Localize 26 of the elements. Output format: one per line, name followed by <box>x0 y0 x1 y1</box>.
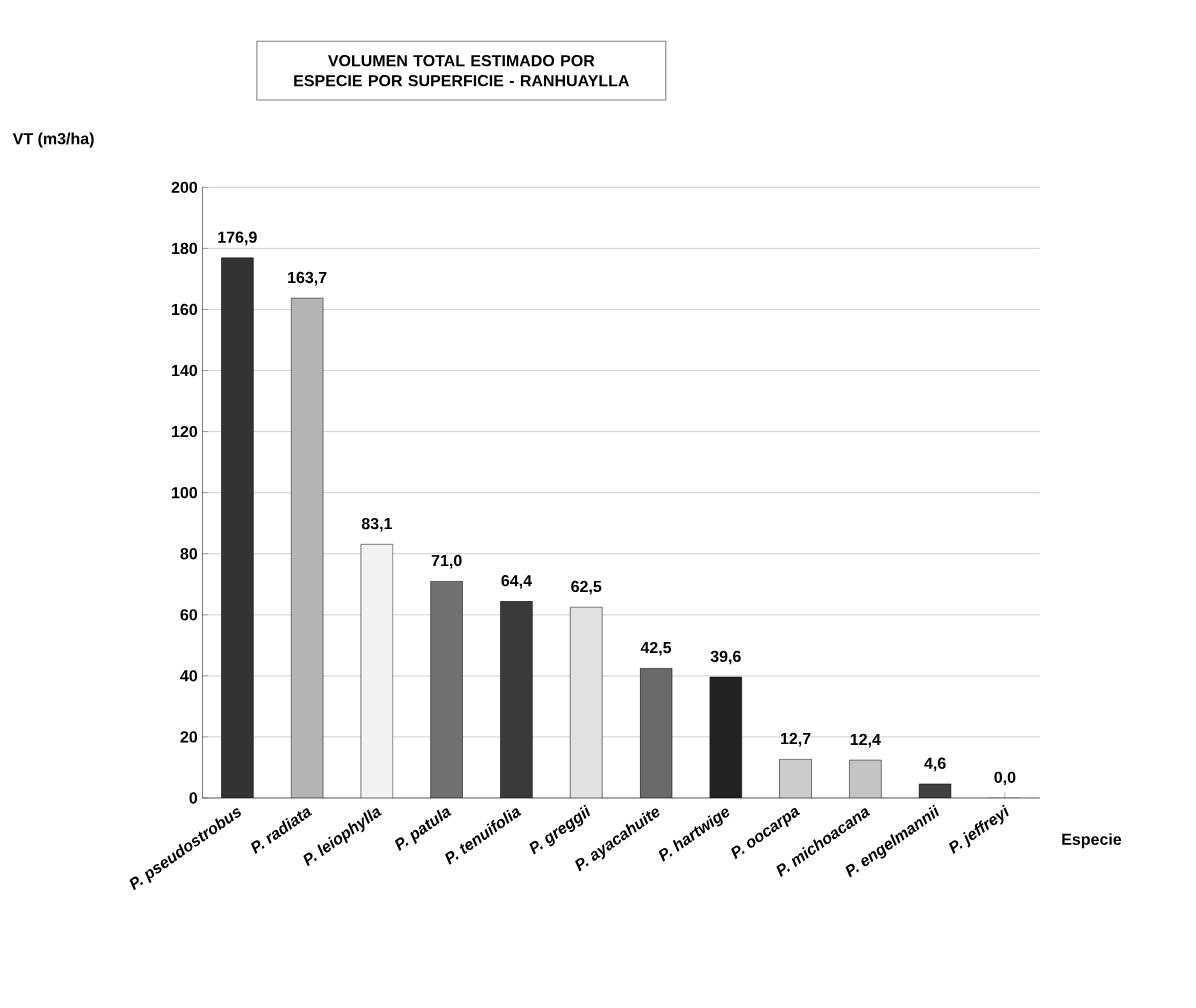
y-tick-label: 180 <box>172 242 198 255</box>
chart-title: VOLUMEN TOTAL ESTIMADO POR ESPECIE POR SUPERFICIE - RANHUAYLLA <box>294 55 630 87</box>
data-label: 71,0 <box>431 554 462 569</box>
data-label: 176,9 <box>218 231 257 246</box>
y-tick-label: 60 <box>180 609 198 621</box>
data-label: 12,7 <box>781 732 811 747</box>
y-axis-title: VT (m3/ha) <box>12 132 94 148</box>
data-label: 64,4 <box>501 575 532 589</box>
y-tick-label: 0 <box>189 792 198 804</box>
y-tick-label: 140 <box>172 364 198 377</box>
data-label: 12,4 <box>850 733 881 748</box>
data-label: 42,5 <box>640 641 672 656</box>
data-label: 0,0 <box>994 771 1016 786</box>
data-label: 83,1 <box>361 517 393 532</box>
data-label: 4,6 <box>924 757 946 772</box>
y-tick-label: 20 <box>180 731 198 743</box>
y-tick-label: 200 <box>171 181 198 193</box>
data-label: 62,5 <box>571 580 602 595</box>
y-tick-label: 100 <box>172 487 198 499</box>
y-tick-label: 160 <box>172 303 198 316</box>
x-axis-title: Especie <box>1062 833 1122 849</box>
y-tick-label: 120 <box>172 425 198 438</box>
y-tick-label: 80 <box>180 548 198 560</box>
data-label: 39,6 <box>710 650 741 665</box>
data-label: 163,7 <box>288 271 327 286</box>
y-tick-label: 40 <box>180 670 198 682</box>
